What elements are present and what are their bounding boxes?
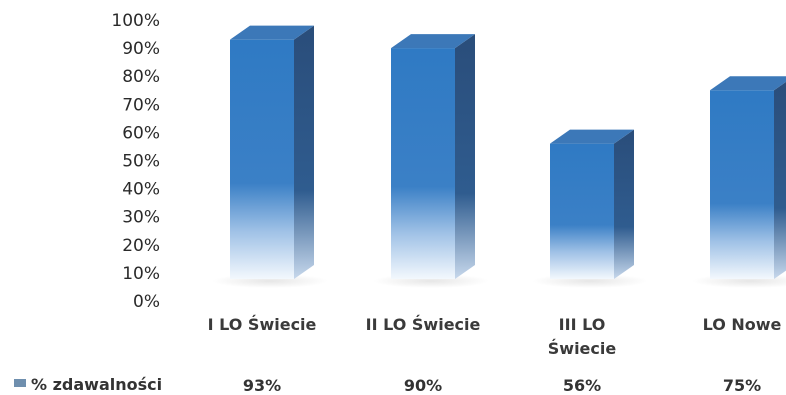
legend-swatch xyxy=(14,379,26,387)
bar-front xyxy=(391,48,455,279)
bar-side xyxy=(455,34,475,279)
bar-front xyxy=(710,90,774,279)
bar-side xyxy=(614,129,634,279)
x-category-label: LO Nowe xyxy=(703,315,782,334)
bar-side xyxy=(774,81,786,279)
bar xyxy=(532,129,648,288)
x-axis: I LO Świecie II LO Świecie III LO Świecie LO… xyxy=(208,315,782,358)
legend-table: % zdawalności 93% 90% 56% 75% xyxy=(14,375,761,395)
bar xyxy=(692,76,786,288)
bar xyxy=(212,25,328,288)
y-tick-label: 0% xyxy=(133,292,160,312)
y-tick-label: 10% xyxy=(122,264,160,284)
y-tick-label: 50% xyxy=(122,152,160,172)
data-value-label: 93% xyxy=(243,376,281,395)
bars-group xyxy=(212,25,786,288)
data-value-label: 75% xyxy=(723,376,761,395)
y-axis: 0% 10% 20% 30% 40% 50% 60% 70% 80% 90% 100% xyxy=(111,11,160,312)
data-value-label: 90% xyxy=(404,376,442,395)
bar-side xyxy=(294,25,314,280)
y-tick-label: 20% xyxy=(122,236,160,256)
y-tick-label: 90% xyxy=(122,39,160,59)
y-tick-label: 100% xyxy=(111,11,160,31)
x-category-label: I LO Świecie xyxy=(208,315,317,334)
x-category-label: II LO Świecie xyxy=(366,315,481,334)
bar-top xyxy=(391,34,475,49)
y-tick-label: 70% xyxy=(122,95,160,115)
bar-top xyxy=(550,129,634,144)
data-value-label: 56% xyxy=(563,376,601,395)
y-tick-label: 60% xyxy=(122,123,160,143)
bar-top xyxy=(710,76,786,91)
bar-front xyxy=(550,143,614,279)
bar xyxy=(373,34,489,288)
bar-top xyxy=(230,25,314,40)
y-tick-label: 80% xyxy=(122,67,160,87)
legend-series-name: % zdawalności xyxy=(31,375,162,394)
y-tick-label: 40% xyxy=(122,180,160,200)
bar-front xyxy=(230,39,294,279)
y-tick-label: 30% xyxy=(122,208,160,228)
x-category-label: III LO Świecie xyxy=(548,315,617,358)
